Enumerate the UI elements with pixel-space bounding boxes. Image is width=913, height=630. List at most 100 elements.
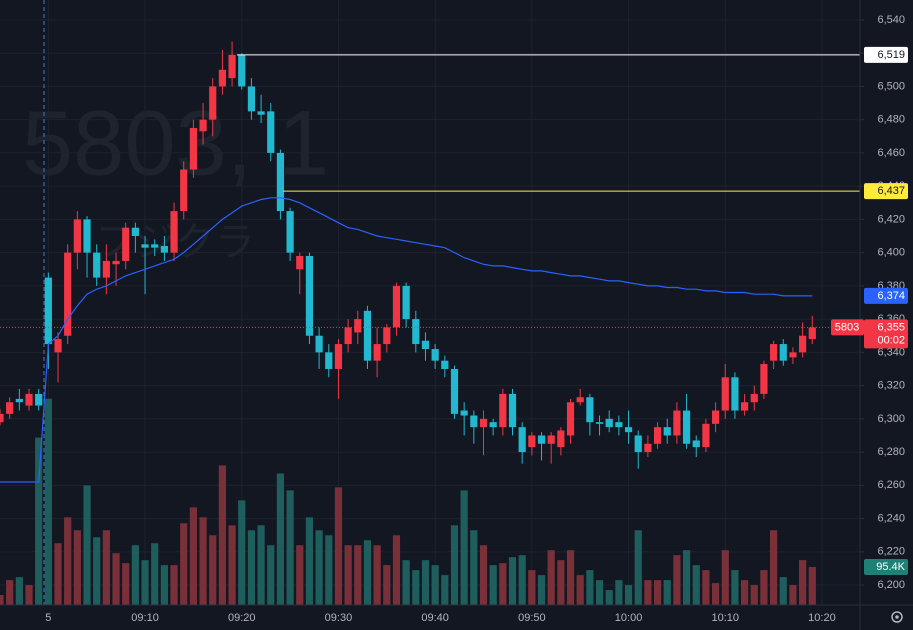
- candle-body: [344, 327, 352, 345]
- volume-bar: [112, 553, 120, 605]
- grid: [0, 0, 860, 605]
- volume-bar: [363, 540, 372, 605]
- x-tick-label: 09:10: [131, 612, 159, 624]
- level-label: 6,519: [877, 49, 905, 61]
- candle-body: [421, 340, 430, 350]
- volume-bar: [325, 535, 333, 605]
- candle-body: [35, 393, 43, 406]
- candle-body: [199, 119, 207, 132]
- volume-bar: [6, 580, 14, 605]
- volume-bar: [93, 537, 101, 605]
- y-tick-label: 6,480: [877, 114, 905, 126]
- candle-body: [731, 377, 739, 411]
- volume-bar: [64, 517, 72, 605]
- volume-bar: [160, 565, 168, 605]
- candle-body: [305, 255, 314, 336]
- candle-body: [499, 393, 507, 428]
- volume-bar: [296, 545, 304, 605]
- x-tick-label: 10:20: [808, 612, 836, 624]
- candle-body: [789, 352, 797, 358]
- volume-bar: [731, 570, 739, 605]
- candle-body: [721, 377, 729, 411]
- volume-bar: [131, 545, 139, 605]
- volume-bar: [605, 590, 613, 605]
- y-tick-label: 6,500: [877, 80, 905, 92]
- candle-body: [189, 127, 197, 170]
- ma-label: 6,374: [877, 290, 905, 302]
- volume-bar: [528, 570, 536, 605]
- volume-bar: [586, 570, 594, 605]
- volume-bar: [170, 565, 178, 605]
- y-tick-label: 6,300: [877, 413, 905, 425]
- candle-body: [431, 349, 439, 361]
- candle-body: [450, 368, 459, 414]
- candle-body: [83, 219, 91, 253]
- y-tick-label: 6,420: [877, 213, 905, 225]
- volume-bar: [15, 577, 23, 605]
- volume-bar: [402, 560, 410, 605]
- volume-bar: [789, 585, 797, 605]
- candle-body: [73, 219, 81, 253]
- price-label: 6,355: [877, 321, 905, 333]
- candle-body: [44, 277, 52, 345]
- candle-body: [257, 111, 265, 115]
- y-tick-label: 6,240: [877, 512, 905, 524]
- candle-body: [296, 255, 304, 270]
- y-tick-label: 6,200: [877, 579, 905, 591]
- candle-body: [557, 430, 565, 448]
- candle-body: [363, 310, 372, 361]
- candle-body: [799, 335, 807, 353]
- volume-bar: [721, 550, 729, 605]
- candle-body: [528, 435, 536, 448]
- candle-body: [286, 211, 294, 253]
- volume-bar: [489, 565, 497, 605]
- x-tick-label: 09:50: [518, 612, 546, 624]
- x-tick-label: 5: [45, 612, 51, 624]
- volume-bar: [537, 575, 546, 605]
- candle-body: [711, 410, 720, 424]
- volume-bar: [373, 545, 381, 605]
- volume-bar: [25, 585, 33, 605]
- volume-bar: [305, 517, 314, 605]
- volume-bar: [799, 560, 807, 605]
- candle-body: [702, 423, 710, 448]
- volume-bar: [354, 545, 362, 605]
- volume-bar: [460, 490, 468, 605]
- candle-body: [605, 418, 613, 428]
- candle-body: [218, 69, 227, 87]
- candle-body: [537, 435, 546, 444]
- candle-body: [141, 244, 149, 248]
- volume-bar: [663, 580, 671, 605]
- volume-bar: [189, 507, 197, 605]
- volume-bar: [624, 585, 633, 605]
- candle-body: [334, 344, 343, 369]
- volume-bar: [44, 398, 52, 605]
- candle-body: [131, 227, 139, 237]
- symbol-box: [831, 319, 864, 336]
- volume-bar: [615, 580, 623, 605]
- volume-bar: [547, 550, 555, 605]
- x-tick-label: 10:00: [615, 612, 643, 624]
- volume-bar: [760, 570, 768, 605]
- candle-body: [624, 427, 633, 433]
- settings-icon[interactable]: [891, 611, 903, 623]
- candle-body: [644, 443, 652, 453]
- candle-body: [354, 319, 362, 333]
- volume-bar: [180, 523, 188, 605]
- candle-body: [15, 398, 23, 403]
- volume-bar: [315, 530, 323, 605]
- level-label-box: [864, 183, 908, 200]
- x-tick-label: 09:40: [421, 612, 449, 624]
- y-tick-label: 6,340: [877, 346, 905, 358]
- volume-bar: [267, 545, 275, 605]
- volume-bar: [334, 487, 343, 605]
- candle-body: [402, 285, 410, 320]
- settings-gear[interactable]: [891, 611, 903, 623]
- candle-body: [770, 344, 778, 361]
- volume-bar: [276, 473, 285, 605]
- volume-bar: [431, 565, 439, 605]
- candle-body: [25, 393, 33, 406]
- y-tick-label: 6,280: [877, 446, 905, 458]
- volume-bar: [421, 560, 430, 605]
